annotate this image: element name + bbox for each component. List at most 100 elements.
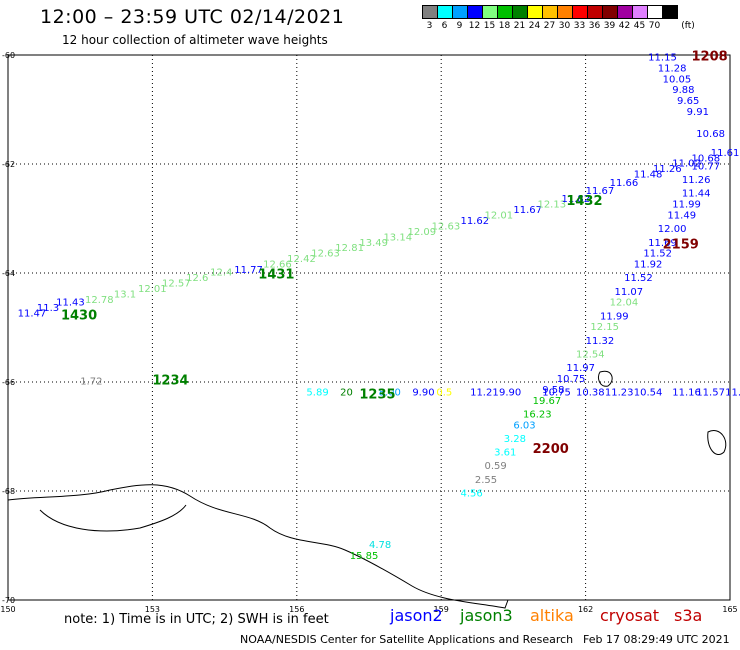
track_b-reading-29: 3.28 xyxy=(504,434,526,445)
track_a-reading-8: 12.4 xyxy=(210,268,232,279)
track_b-reading-17: 11.07 xyxy=(614,287,643,298)
track_b-reading-3: 9.88 xyxy=(672,85,694,96)
track_c-reading-9: 11.23 xyxy=(605,388,634,399)
scale-label-15: 70 xyxy=(648,21,661,31)
legend-s3a: s3a xyxy=(674,606,703,625)
lon-tick-162: 162 xyxy=(578,605,593,614)
track_b-reading-27: 16.23 xyxy=(523,409,552,420)
coastline xyxy=(7,484,509,609)
track_b-reading-18: 12.04 xyxy=(610,298,639,309)
scale-label-9: 30 xyxy=(558,21,571,31)
track_a-reading-22: 11.82 xyxy=(562,194,591,205)
track_b-reading-11: 11.49 xyxy=(667,211,696,222)
track_b-reading-28: 6.03 xyxy=(513,420,535,431)
track_b-reading-0: 11.15 xyxy=(648,52,677,63)
track_a-reading-15: 13.14 xyxy=(383,232,412,243)
legend-altika: altika xyxy=(530,606,574,625)
track_b-reading-6: 10.68 xyxy=(696,129,725,140)
track_b-reading-25: 9.58 xyxy=(542,385,564,396)
track_c-reading-7: 10.75 xyxy=(542,388,571,399)
track_a-reading-24: 11.66 xyxy=(610,178,639,189)
lat-tick--60: -60 xyxy=(2,51,15,60)
track_a-reading-23: 11.67 xyxy=(586,186,615,197)
track_a-time-label-2: 1432 xyxy=(566,194,602,209)
scale-label-13: 42 xyxy=(618,21,631,31)
lon-tick-156: 156 xyxy=(289,605,304,614)
track_b-reading-23: 11.97 xyxy=(566,363,595,374)
track_b-reading-13: 11.69 xyxy=(648,238,677,249)
lon-tick-159: 159 xyxy=(434,605,449,614)
track_c-time-label-1: 1234 xyxy=(152,374,188,389)
island-2 xyxy=(707,430,727,455)
legend-cryosat: cryosat xyxy=(600,606,660,625)
lon-tick-150: 150 xyxy=(0,605,15,614)
track_b-time-label-1: 2159 xyxy=(663,237,699,252)
scale-label-6: 21 xyxy=(513,21,526,31)
scale-swatch-16 xyxy=(662,5,678,19)
track_b-reading-22: 12.54 xyxy=(576,349,605,360)
color-scale xyxy=(422,5,678,19)
track_c-reading-6: 9.90 xyxy=(499,388,521,399)
track_a-reading-12: 12.63 xyxy=(311,249,340,260)
island-1 xyxy=(597,370,613,387)
track_b-reading-2: 10.05 xyxy=(663,74,692,85)
footer-note: note: 1) Time is in UTC; 2) SWH is in fe… xyxy=(64,612,329,627)
track_c-reading-4: 0.5 xyxy=(436,388,452,399)
track_b-reading-26: 19.67 xyxy=(533,396,562,407)
track_a-reading-27: 11.02 xyxy=(672,159,701,170)
scale-unit-label: (ft) xyxy=(681,21,695,31)
scale-label-1: 6 xyxy=(441,21,448,31)
track_b-reading-1: 11.28 xyxy=(658,63,687,74)
lat-tick--64: -64 xyxy=(2,269,15,278)
track_b-reading-31: 0.59 xyxy=(485,461,507,472)
scale-label-12: 39 xyxy=(603,21,616,31)
lat-tick--70: -70 xyxy=(2,596,15,605)
track_c-reading-13: 11.52 xyxy=(725,388,740,399)
track_b-reading-7: 10.77 xyxy=(691,161,720,172)
credit-line: NOAA/NESDIS Center for Satellite Applica… xyxy=(240,633,574,646)
track_a-reading-14: 13.49 xyxy=(359,238,388,249)
track_a-reading-4: 13.1 xyxy=(114,290,136,301)
scale-label-7: 24 xyxy=(528,21,541,31)
track_b-reading-16: 11.52 xyxy=(624,273,653,284)
track_a-reading-13: 12.81 xyxy=(335,243,364,254)
track_c-reading-8: 10.38 xyxy=(576,388,605,399)
track_b-reading-20: 12.15 xyxy=(590,322,619,333)
lat-tick--66: -66 xyxy=(2,378,15,387)
track_a-time-label-0: 1430 xyxy=(61,308,97,323)
track_c-reading-3: 9.90 xyxy=(412,388,434,399)
track_a-reading-5: 12.01 xyxy=(138,284,167,295)
track_c-time-label-0: 1235 xyxy=(359,387,395,402)
lon-tick-165: 165 xyxy=(722,605,737,614)
track_b-reading-24: 10.75 xyxy=(557,374,586,385)
generated-timestamp: Feb 17 08:29:49 UTC 2021 xyxy=(583,633,730,646)
track_a-time-label-1: 1431 xyxy=(258,267,294,282)
track_a-reading-11: 12.42 xyxy=(287,254,316,265)
scale-label-14: 45 xyxy=(633,21,646,31)
track_b-reading-33: 4.56 xyxy=(460,488,482,499)
track_a-reading-20: 11.67 xyxy=(513,205,542,216)
track_c-reading-5: 11.21 xyxy=(470,388,499,399)
track_a-reading-10: 12.66 xyxy=(263,260,292,271)
track_b-reading-9: 11.44 xyxy=(682,189,711,200)
scale-label-4: 15 xyxy=(483,21,496,31)
map-frame xyxy=(7,54,731,601)
track_b-reading-15: 11.92 xyxy=(634,260,663,271)
track_a-reading-7: 12.6 xyxy=(186,273,208,284)
lat-tick--62: -62 xyxy=(2,160,15,169)
scale-label-8: 27 xyxy=(543,21,556,31)
legend-jason3: jason3 xyxy=(460,606,513,625)
track_b-reading-30: 3.61 xyxy=(494,448,516,459)
track_a-reading-18: 11.62 xyxy=(460,216,489,227)
scale-label-5: 18 xyxy=(498,21,511,31)
track_a-reading-17: 12.63 xyxy=(432,221,461,232)
track_b-reading-14: 11.52 xyxy=(643,249,672,260)
track_b-reading-32: 2.55 xyxy=(475,475,497,486)
track_a-reading-16: 12.09 xyxy=(408,227,437,238)
coast-bay xyxy=(39,504,187,532)
misc-reading-1: 4.78 xyxy=(369,540,391,551)
track_b-time-label-0: 1208 xyxy=(691,49,727,64)
legend-jason2: jason2 xyxy=(390,606,443,625)
track_a-reading-6: 12.57 xyxy=(162,279,191,290)
color-scale-labels: 3 6 9 12 15 18 21 24 27 30 33 36 39 42 45 70 (ft) xyxy=(422,21,699,31)
